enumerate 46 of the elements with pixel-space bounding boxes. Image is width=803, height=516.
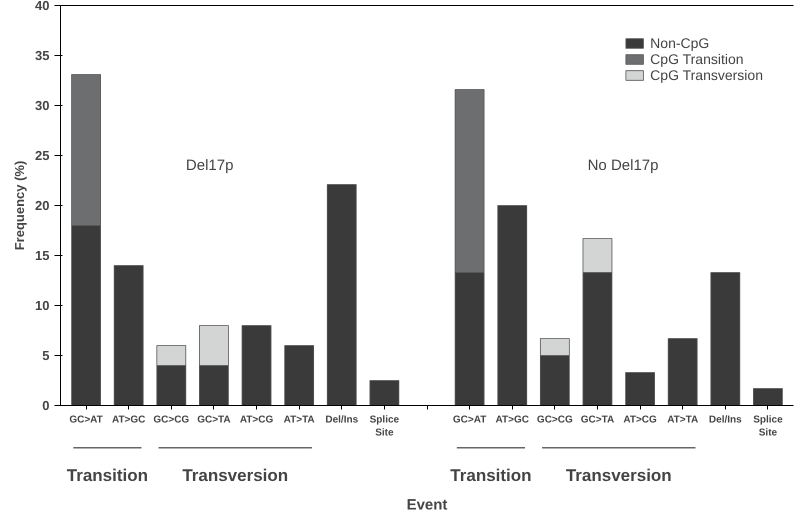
y-tick-label: 10	[35, 298, 50, 313]
x-tick-label: Del/Ins	[325, 414, 359, 426]
bar	[668, 338, 698, 406]
x-axis-title: Event	[406, 496, 448, 514]
bar	[114, 265, 144, 406]
x-tick-label: AT>TA	[667, 414, 698, 426]
bar	[710, 272, 740, 406]
x-tick-label: GC>CG	[153, 414, 190, 426]
legend-label: CpG Transversion	[650, 67, 763, 83]
x-tick-label: GC>CG	[536, 414, 573, 426]
y-tick-label: 0	[42, 398, 50, 413]
x-tick-label: Splice Site	[753, 414, 784, 439]
bar	[497, 205, 528, 406]
bar	[625, 372, 655, 406]
text: Transversion	[182, 466, 288, 485]
y-tick-label: 35	[35, 48, 50, 63]
bar	[369, 380, 400, 406]
text: Transition	[450, 466, 532, 485]
x-tick-label: GC>TA	[580, 414, 614, 426]
bar	[284, 345, 314, 406]
x-tick-label: Del/Ins	[708, 414, 742, 426]
annotation: Del17p	[186, 157, 234, 174]
x-tick-label: GC>AT	[69, 414, 103, 426]
annotation: No Del17p	[588, 157, 658, 174]
text: Transversion	[566, 466, 672, 485]
y-tick-label: 15	[35, 248, 50, 263]
legend-label: Non-CpG	[650, 35, 710, 51]
x-tick-label: GC>AT	[452, 414, 486, 426]
y-tick-label: 20	[35, 198, 50, 213]
x-tick-label: AT>CG	[623, 414, 658, 426]
y-tick-label: 30	[35, 98, 50, 113]
y-axis-title: Frequency (%)	[12, 160, 28, 250]
legend-label: CpG Transition	[650, 51, 744, 67]
y-tick-label: 5	[42, 348, 50, 363]
bar	[242, 325, 272, 406]
x-tick-label: AT>GC	[112, 414, 146, 426]
y-tick-label: 40	[35, 0, 50, 13]
bar	[753, 388, 783, 406]
y-tick-label: 25	[35, 148, 50, 163]
x-tick-label: AT>TA	[284, 414, 315, 426]
x-tick-label: AT>CG	[240, 414, 274, 426]
x-tick-label: GC>TA	[197, 414, 231, 426]
x-tick-label: AT>GC	[496, 414, 529, 426]
x-tick-label: Splice Site	[370, 414, 400, 439]
text: Transition	[66, 466, 148, 485]
bar	[326, 184, 357, 406]
